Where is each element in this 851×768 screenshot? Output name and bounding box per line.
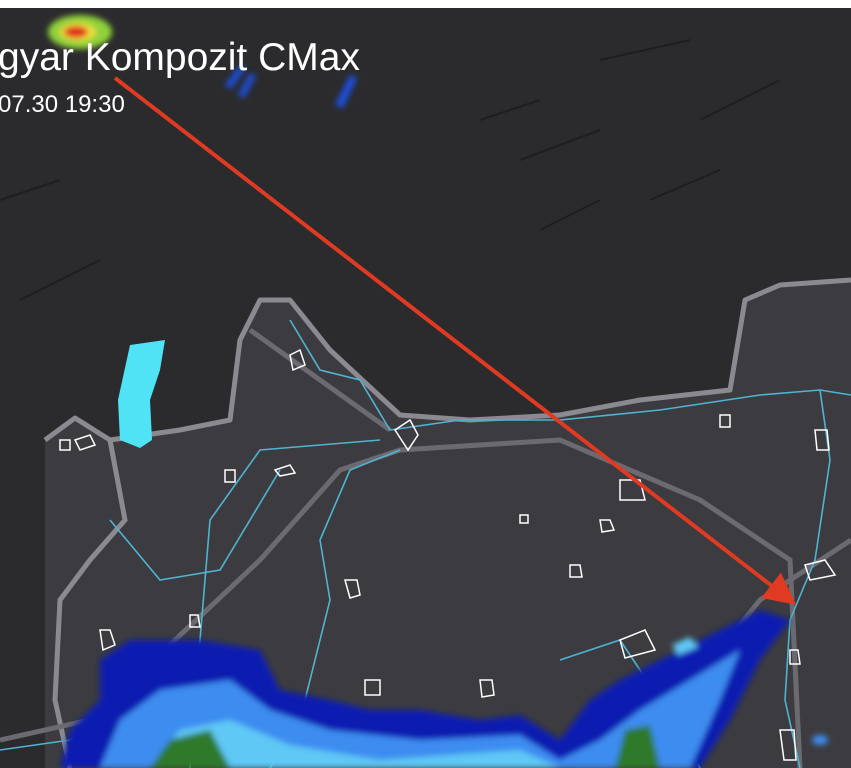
city-outlines [59, 348, 837, 761]
country-border-west [52, 439, 128, 768]
country-border [43, 277, 851, 443]
map-timestamp: 07.30 19:30 [0, 91, 125, 118]
radar-storm-cell [48, 15, 357, 108]
annotation-arrow [113, 76, 797, 605]
terrain-texture [0, 39, 781, 301]
map-title: gyar Kompozit CMax [0, 36, 360, 79]
top-margin [0, 0, 851, 8]
lake-balaton [118, 340, 165, 448]
country-area [45, 280, 851, 768]
radar-precipitation [60, 610, 828, 768]
